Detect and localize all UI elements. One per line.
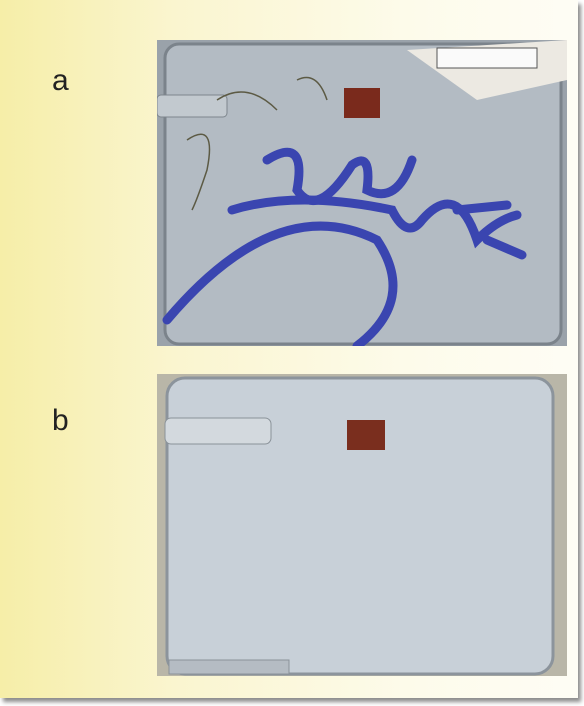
panel-label: a bbox=[52, 64, 69, 98]
panel-label: b bbox=[52, 404, 69, 438]
photo-cleaned bbox=[157, 374, 567, 676]
photo-graffiti bbox=[157, 40, 567, 346]
figure-panel: a b bbox=[0, 0, 578, 698]
